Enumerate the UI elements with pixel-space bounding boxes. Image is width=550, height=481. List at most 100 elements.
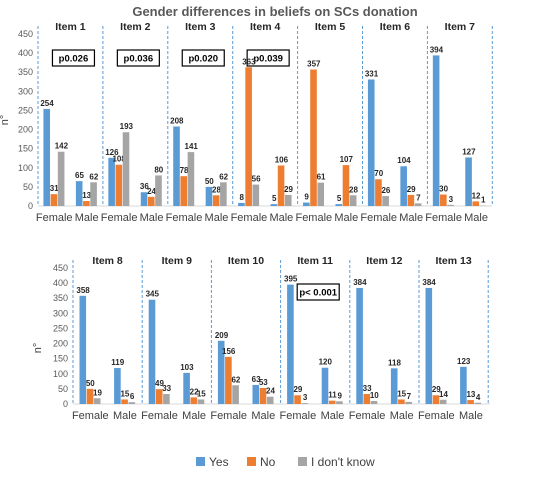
data-label: 70 xyxy=(374,169,383,178)
legend-label: Yes xyxy=(209,455,229,469)
p-value-label: p< 0.001 xyxy=(299,288,337,299)
bar-female-yes xyxy=(425,287,433,404)
group-label: Female xyxy=(295,212,332,224)
group-label: Female xyxy=(210,410,247,422)
y-tick-label: 300 xyxy=(18,86,33,96)
data-label: 345 xyxy=(146,290,160,299)
bar-female-yes xyxy=(356,287,363,404)
bar-male-i-don-t-know xyxy=(220,182,227,206)
data-label: 103 xyxy=(180,363,194,372)
bar-male-i-don-t-know xyxy=(128,402,136,404)
bar-female-no xyxy=(180,176,188,206)
bar-male-yes xyxy=(75,181,83,206)
data-label: 13 xyxy=(466,390,475,399)
data-label: 254 xyxy=(40,99,54,108)
data-label: 63 xyxy=(252,375,261,384)
item-label: Item 4 xyxy=(250,21,281,33)
data-label: 26 xyxy=(381,186,390,195)
data-label: 24 xyxy=(147,187,156,196)
bar-female-yes xyxy=(43,108,51,206)
bar-male-i-don-t-know xyxy=(284,194,292,206)
bar-male-no xyxy=(212,195,220,206)
data-label: 62 xyxy=(89,172,98,181)
data-label: 104 xyxy=(397,156,411,165)
bar-female-i-don-t-know xyxy=(57,151,65,206)
data-label: 50 xyxy=(86,379,95,388)
bar-male-i-don-t-know xyxy=(336,401,343,404)
bar-male-no xyxy=(147,196,155,206)
bar-male-i-don-t-know xyxy=(155,175,162,206)
data-label: 3 xyxy=(303,393,308,402)
data-label: 107 xyxy=(340,155,354,164)
bar-female-i-don-t-know xyxy=(370,400,378,404)
bar-female-yes xyxy=(217,340,225,404)
bar-female-i-don-t-know xyxy=(163,394,170,404)
y-tick-label: 0 xyxy=(28,201,33,211)
bar-female-i-don-t-know xyxy=(301,403,309,404)
data-label: 119 xyxy=(111,358,124,367)
group-label: Male xyxy=(464,212,488,224)
data-label: 28 xyxy=(212,185,221,194)
data-label: 33 xyxy=(363,384,372,393)
y-tick-label: 50 xyxy=(23,182,33,192)
bar-female-no xyxy=(310,69,317,207)
p-value-box xyxy=(296,283,340,301)
data-label: 127 xyxy=(462,147,476,156)
bar-female-no xyxy=(440,194,447,206)
group-label: Female xyxy=(418,410,455,422)
p-value-box xyxy=(51,49,96,67)
data-label: 193 xyxy=(120,122,134,131)
panel-item-1: Item 1 p0.026 254 31 142 Female 65 13 62 Male xyxy=(36,21,99,224)
bar-female-no xyxy=(50,194,58,206)
bar-male-i-don-t-know xyxy=(474,402,482,404)
bar-male-yes xyxy=(321,367,329,404)
chart-title: Gender differences in beliefs on SCs don… xyxy=(132,4,417,19)
bar-male-no xyxy=(342,165,350,206)
y-tick-label: 350 xyxy=(53,293,68,303)
y-axis-label: n° xyxy=(0,115,11,126)
y-tick-label: 250 xyxy=(53,323,68,333)
bar-female-no xyxy=(363,394,371,404)
y-tick-label: 100 xyxy=(53,369,68,379)
data-label: 106 xyxy=(275,155,289,164)
group-label: Male xyxy=(321,410,345,422)
data-label: 36 xyxy=(140,182,149,191)
item-label: Item 1 xyxy=(55,21,86,33)
bar-female-i-don-t-know xyxy=(447,204,454,206)
bar-female-yes xyxy=(108,157,115,206)
legend-label: I don't know xyxy=(311,455,375,469)
data-label: 62 xyxy=(231,375,240,384)
data-label: 15 xyxy=(120,389,129,398)
data-label: 12 xyxy=(472,191,481,200)
y-tick-label: 200 xyxy=(18,125,33,135)
data-label: 123 xyxy=(457,357,471,366)
bar-male-no xyxy=(467,400,474,404)
y-tick-label: 450 xyxy=(53,263,68,273)
item-label: Item 10 xyxy=(228,255,264,267)
group-label: Female xyxy=(72,410,109,422)
bar-male-no xyxy=(472,201,480,206)
bar-female-i-don-t-know xyxy=(382,196,389,206)
data-label: 7 xyxy=(416,193,421,202)
group-label: Female xyxy=(280,410,317,422)
data-label: 31 xyxy=(50,184,59,193)
group-label: Male xyxy=(182,410,206,422)
group-label: Male xyxy=(75,212,99,224)
data-label: 61 xyxy=(317,173,326,182)
bar-male-yes xyxy=(465,157,472,206)
item-label: Item 9 xyxy=(162,255,193,267)
item-label: Item 6 xyxy=(380,21,411,33)
item-label: Item 3 xyxy=(185,21,216,33)
legend-item-no: No xyxy=(247,455,276,469)
bar-female-yes xyxy=(432,55,440,206)
data-label: 208 xyxy=(170,116,184,125)
bar-male-yes xyxy=(270,204,278,206)
bar-female-i-don-t-know xyxy=(93,398,101,404)
legend-label: No xyxy=(260,455,276,469)
data-label: 11 xyxy=(328,391,337,400)
